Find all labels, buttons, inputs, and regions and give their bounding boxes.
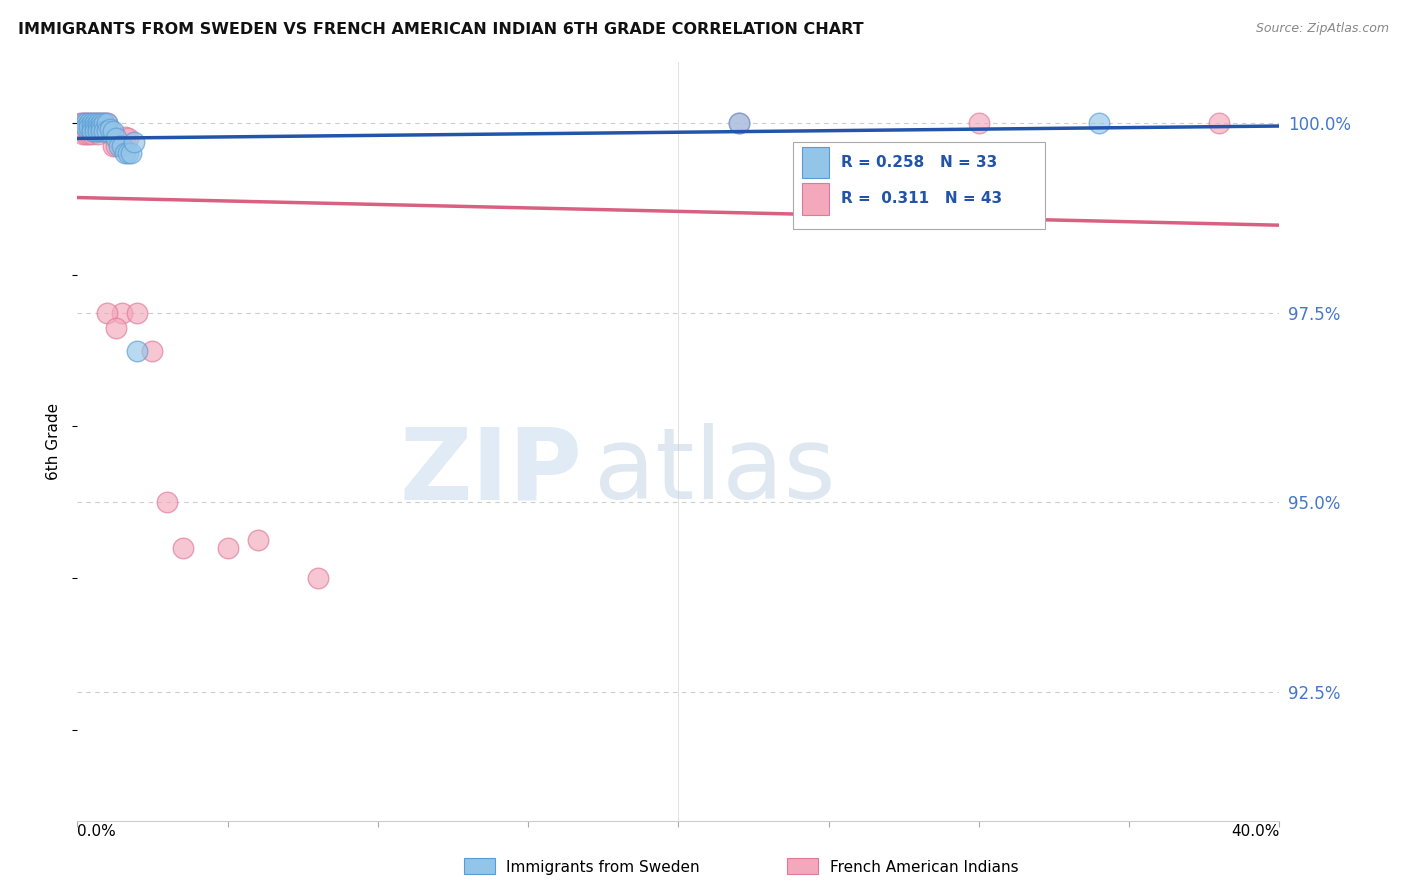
Point bbox=[108, 139, 131, 153]
Point bbox=[90, 116, 112, 130]
Point bbox=[84, 124, 107, 138]
Point bbox=[96, 306, 118, 320]
Point bbox=[100, 128, 122, 142]
Point bbox=[87, 128, 110, 142]
Point bbox=[156, 495, 179, 509]
Point bbox=[79, 120, 101, 134]
Text: atlas: atlas bbox=[595, 424, 837, 520]
Point bbox=[96, 116, 118, 130]
Text: Source: ZipAtlas.com: Source: ZipAtlas.com bbox=[1256, 22, 1389, 36]
Text: R =  0.311   N = 43: R = 0.311 N = 43 bbox=[841, 192, 1002, 206]
Text: Immigrants from Sweden: Immigrants from Sweden bbox=[506, 860, 700, 874]
Point bbox=[69, 116, 91, 130]
Point bbox=[79, 128, 101, 142]
Point bbox=[72, 120, 94, 134]
Point bbox=[93, 124, 115, 138]
Point bbox=[82, 124, 104, 138]
Point bbox=[114, 129, 136, 144]
Point bbox=[1088, 116, 1111, 130]
Point bbox=[82, 120, 104, 134]
Point bbox=[90, 124, 112, 138]
Point bbox=[307, 571, 329, 585]
Text: IMMIGRANTS FROM SWEDEN VS FRENCH AMERICAN INDIAN 6TH GRADE CORRELATION CHART: IMMIGRANTS FROM SWEDEN VS FRENCH AMERICA… bbox=[18, 22, 863, 37]
Point bbox=[75, 128, 97, 142]
Text: 40.0%: 40.0% bbox=[1232, 823, 1279, 838]
Point bbox=[120, 146, 142, 161]
Point bbox=[79, 116, 101, 130]
Point bbox=[87, 124, 110, 138]
Point bbox=[127, 343, 149, 358]
Point bbox=[100, 122, 122, 136]
Point bbox=[72, 116, 94, 130]
Point bbox=[124, 135, 146, 149]
Point bbox=[105, 139, 128, 153]
Point bbox=[90, 124, 112, 138]
FancyBboxPatch shape bbox=[803, 183, 828, 215]
Point bbox=[79, 120, 101, 134]
Text: 0.0%: 0.0% bbox=[77, 823, 117, 838]
Point bbox=[727, 116, 749, 130]
Point bbox=[90, 120, 112, 134]
Point bbox=[172, 541, 194, 555]
Point bbox=[72, 128, 94, 142]
Point bbox=[114, 146, 136, 161]
Point bbox=[96, 124, 118, 138]
Point bbox=[117, 131, 139, 145]
Point bbox=[117, 146, 139, 161]
Point bbox=[127, 306, 149, 320]
Point bbox=[87, 124, 110, 138]
Point bbox=[967, 116, 990, 130]
FancyBboxPatch shape bbox=[793, 142, 1045, 229]
Point bbox=[105, 321, 128, 335]
Point bbox=[217, 541, 239, 555]
Point bbox=[84, 116, 107, 130]
Point bbox=[246, 533, 269, 548]
Point bbox=[727, 116, 749, 130]
Point bbox=[96, 116, 118, 130]
Text: ZIP: ZIP bbox=[399, 424, 582, 520]
Text: French American Indians: French American Indians bbox=[830, 860, 1018, 874]
Point bbox=[84, 124, 107, 138]
Point bbox=[96, 124, 118, 138]
Point bbox=[75, 120, 97, 134]
Point bbox=[79, 116, 101, 130]
Point bbox=[111, 306, 134, 320]
Point bbox=[84, 120, 107, 134]
Text: R = 0.258   N = 33: R = 0.258 N = 33 bbox=[841, 155, 997, 170]
Point bbox=[84, 116, 107, 130]
Point bbox=[93, 116, 115, 130]
Point bbox=[1208, 116, 1230, 130]
Point bbox=[75, 116, 97, 130]
Point bbox=[82, 116, 104, 130]
Point bbox=[87, 116, 110, 130]
Point bbox=[87, 116, 110, 130]
Point bbox=[90, 116, 112, 130]
Point bbox=[87, 120, 110, 134]
Point bbox=[82, 124, 104, 138]
Point bbox=[141, 343, 163, 358]
Point bbox=[75, 120, 97, 134]
FancyBboxPatch shape bbox=[803, 146, 828, 178]
Point bbox=[84, 120, 107, 134]
Point bbox=[72, 116, 94, 130]
Point bbox=[82, 120, 104, 134]
Point bbox=[93, 116, 115, 130]
Point bbox=[111, 139, 134, 153]
Point bbox=[75, 116, 97, 130]
Point bbox=[103, 124, 125, 138]
Point bbox=[82, 128, 104, 142]
Y-axis label: 6th Grade: 6th Grade bbox=[46, 403, 62, 480]
Point bbox=[105, 131, 128, 145]
Point bbox=[103, 139, 125, 153]
Point bbox=[82, 116, 104, 130]
